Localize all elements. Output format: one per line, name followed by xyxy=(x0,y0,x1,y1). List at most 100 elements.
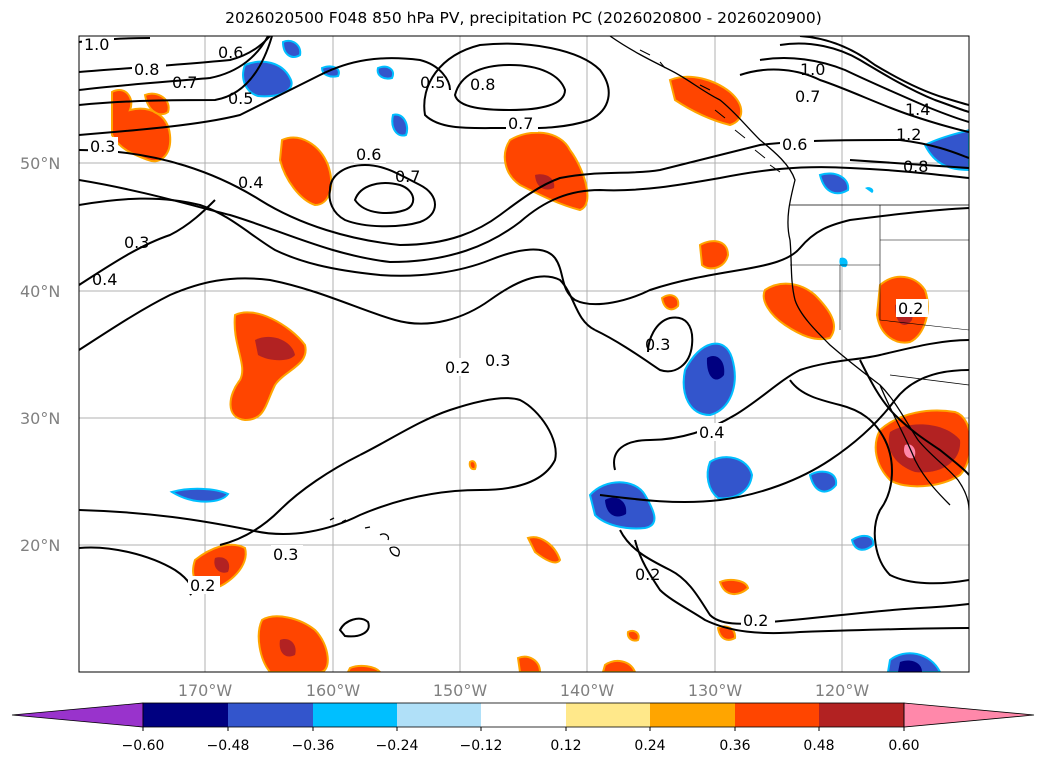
colorbar-segment xyxy=(650,703,735,727)
contour-label: 0.8 xyxy=(134,60,159,79)
contour-line xyxy=(79,199,216,286)
lon-label-170w: 170°W xyxy=(178,681,233,700)
colorbar-tick-label: −0.60 xyxy=(122,738,165,754)
contour-line xyxy=(759,57,969,123)
colorbar-segment xyxy=(481,703,566,727)
contour-label: 1.4 xyxy=(905,100,930,119)
lon-label-140w: 140°W xyxy=(560,681,615,700)
island-cluster xyxy=(639,49,781,173)
precip-blob xyxy=(169,487,230,503)
precip-blob xyxy=(143,92,170,116)
colorbar-tick-label: 0.60 xyxy=(888,738,919,754)
precip-blob xyxy=(850,534,875,551)
precip-blob xyxy=(626,630,640,642)
longitude-labels: 170°W 160°W 150°W 140°W 130°W 120°W xyxy=(178,681,870,700)
precip-blob xyxy=(668,75,743,127)
contour-label: 0.6 xyxy=(218,43,243,62)
contour-line xyxy=(79,275,596,351)
contour-label: 0.2 xyxy=(898,299,923,318)
precip-blob xyxy=(346,664,382,672)
colorbar-tick-label: 0.48 xyxy=(803,738,834,754)
precip-blob xyxy=(808,470,838,493)
contour-line xyxy=(79,166,969,264)
contour-label: 0.6 xyxy=(356,145,381,164)
map-title: 2026020500 F048 850 hPa PV, precipitatio… xyxy=(225,9,822,27)
contour-label: 0.3 xyxy=(90,137,115,156)
contour-line xyxy=(338,617,370,638)
colorbar-tick-label: 0.24 xyxy=(634,738,665,754)
contour-label: 0.2 xyxy=(190,576,215,595)
coastline-north-america xyxy=(609,36,969,511)
colorbar-tick-label: 0.12 xyxy=(550,738,581,754)
lat-label-50n: 50°N xyxy=(20,154,60,173)
map-frame xyxy=(78,35,970,673)
precip-blob xyxy=(682,342,736,417)
colorbar-tick-label: −0.48 xyxy=(207,738,250,754)
contour-line xyxy=(79,57,451,136)
colorbar: −0.60 −0.48 −0.36 −0.24 −0.12 0.12 0.24 … xyxy=(11,702,1035,754)
colorbar-tick-label: −0.36 xyxy=(292,738,335,754)
colorbar-tick-label: −0.24 xyxy=(376,738,419,754)
contour-label: 0.5 xyxy=(228,89,253,108)
contour-label: 1.0 xyxy=(800,60,825,79)
contour-line xyxy=(219,454,361,546)
pv-contours xyxy=(79,36,969,638)
lat-label-20n: 20°N xyxy=(20,536,60,555)
contour-line xyxy=(613,339,969,471)
lon-label-130w: 130°W xyxy=(688,681,743,700)
contour-line xyxy=(453,63,567,112)
contour-line xyxy=(799,36,969,106)
precip-blob xyxy=(229,311,307,422)
precip-blob xyxy=(818,172,850,195)
contour-label: 0.7 xyxy=(172,73,197,92)
precip-blob xyxy=(865,187,874,193)
colorbar-segment xyxy=(228,703,313,727)
contour-label: 0.4 xyxy=(92,270,117,289)
precip-blob xyxy=(279,639,296,657)
latitude-labels: 50°N 40°N 30°N 20°N xyxy=(20,154,60,555)
contour-label: 1.2 xyxy=(896,125,921,144)
contour-line xyxy=(79,138,969,247)
precip-blob xyxy=(718,579,750,595)
state-borders xyxy=(790,205,969,331)
precip-blob xyxy=(605,497,627,517)
contour-label: 0.4 xyxy=(238,173,263,192)
contour-label: 0.4 xyxy=(699,423,724,442)
coastlines xyxy=(329,36,969,557)
precip-blob xyxy=(503,131,589,212)
contour-line xyxy=(779,42,969,113)
contour-line xyxy=(849,159,969,169)
precip-blob xyxy=(391,113,409,137)
contour-label: 0.3 xyxy=(485,351,510,370)
lon-label-160w: 160°W xyxy=(306,681,361,700)
precip-blob xyxy=(660,294,680,311)
colorbar-extend-high xyxy=(903,702,1035,728)
lon-label-120w: 120°W xyxy=(815,681,870,700)
precip-blob xyxy=(698,240,730,270)
precip-blob xyxy=(516,655,542,672)
precip-blob xyxy=(601,659,637,672)
contour-label: 0.2 xyxy=(743,611,768,630)
precip-blob xyxy=(468,460,477,471)
contour-line xyxy=(353,182,415,214)
colorbar-segment xyxy=(566,703,650,727)
contour-line xyxy=(423,42,610,130)
island-small xyxy=(329,517,371,529)
lat-label-30n: 30°N xyxy=(20,409,60,428)
precip-blob xyxy=(706,355,725,380)
colorbar-segment xyxy=(313,703,397,727)
precip-blob xyxy=(281,39,302,58)
precip-blob xyxy=(888,424,961,473)
precip-blob xyxy=(706,456,754,500)
precip-blob xyxy=(898,660,922,672)
contour-line xyxy=(79,36,271,73)
colorbar-segment xyxy=(819,703,904,727)
precip-blob xyxy=(535,174,555,190)
contour-label: 0.7 xyxy=(795,87,820,106)
colorbar-segment xyxy=(143,703,228,727)
contour-label: 0.3 xyxy=(124,233,149,252)
lat-label-40n: 40°N xyxy=(20,282,60,301)
colorbar-segment xyxy=(397,703,481,727)
contour-label: 0.7 xyxy=(508,114,533,133)
